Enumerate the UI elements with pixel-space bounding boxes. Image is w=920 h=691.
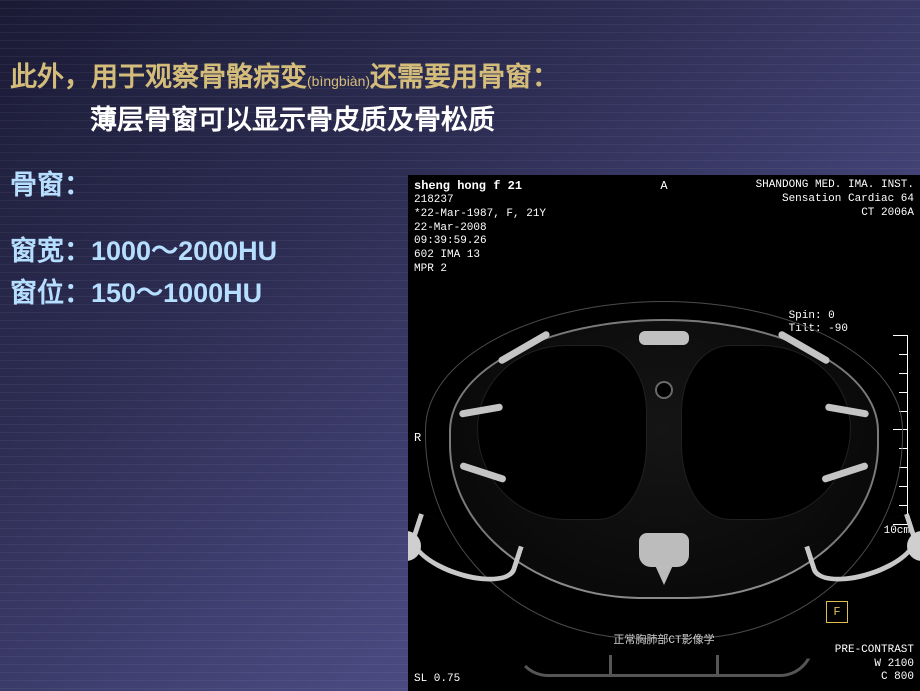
slide-title: 此外，用于观察骨骼病变(bìngbiàn)还需要用骨窗：: [10, 55, 910, 94]
ct-meta-right: SHANDONG MED. IMA. INST. Sensation Cardi…: [756, 179, 914, 220]
ct-mpr: MPR 2: [414, 263, 546, 277]
ct-c: C 800: [835, 671, 914, 685]
slide-root: 此外，用于观察骨骼病变(bìngbiàn)还需要用骨窗： 薄层骨窗可以显示骨皮质…: [0, 0, 920, 691]
ct-scan-time: 09:39:59.26: [414, 235, 546, 249]
slide-subtitle: 薄层骨窗可以显示骨皮质及骨松质: [90, 98, 910, 137]
foot-marker: F: [826, 601, 848, 623]
ct-scanner: Sensation Cardiac 64: [756, 193, 914, 207]
orientation-right: R: [414, 431, 421, 445]
orientation-anterior: A: [660, 179, 667, 193]
vertebral-body: [639, 533, 689, 567]
ct-institution: SHANDONG MED. IMA. INST.: [756, 179, 914, 193]
ct-patient-name: sheng hong f 21: [414, 179, 546, 194]
title-suffix: 还需要用骨窗：: [370, 62, 559, 92]
title-pinyin: (bìngbiàn): [307, 73, 370, 89]
ct-contrast: PRE-CONTRAST: [835, 644, 914, 658]
trachea: [655, 381, 673, 399]
ct-slice: SL 0.75: [414, 673, 460, 685]
title-prefix: 此外，用于观察骨骼病变: [10, 62, 307, 92]
ct-series: 602 IMA 13: [414, 249, 546, 263]
ct-anatomy: [449, 319, 879, 599]
ct-image: sheng hong f 21 218237 *22-Mar-1987, F, …: [408, 175, 920, 691]
ct-meta-left: sheng hong f 21 218237 *22-Mar-1987, F, …: [414, 179, 546, 277]
ct-window-readout: PRE-CONTRAST W 2100 C 800: [835, 644, 914, 685]
scanner-table: [514, 643, 814, 677]
ct-protocol: CT 2006A: [756, 207, 914, 221]
sternum: [639, 331, 689, 345]
spinous-process: [654, 563, 674, 585]
footer-caption: 正常胸肺部CT影像学: [613, 631, 714, 647]
ct-w: W 2100: [835, 658, 914, 672]
ct-patient-id: 218237: [414, 194, 546, 208]
ct-patient-dob: *22-Mar-1987, F, 21Y: [414, 208, 546, 222]
ct-scan-date: 22-Mar-2008: [414, 222, 546, 236]
